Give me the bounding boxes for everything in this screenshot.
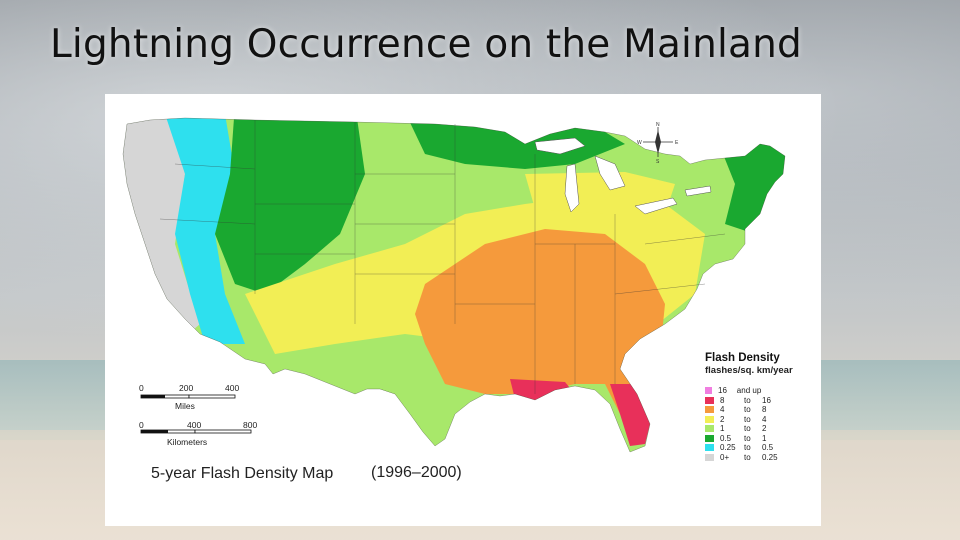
legend-high: 1: [762, 433, 767, 443]
legend-entry: 0.25 to 0.5: [705, 443, 815, 453]
scale-km-unit: Kilometers: [167, 437, 208, 447]
legend-subtitle: flashes/sq. km/year: [705, 365, 793, 376]
legend-low: 8: [720, 395, 725, 405]
legend-to: to: [744, 414, 751, 424]
legend-swatch: [705, 453, 714, 461]
legend-low: 0.25: [720, 443, 736, 453]
scale-km-tick-1: 400: [187, 420, 202, 430]
legend-to: to: [744, 424, 751, 434]
slide-title: Lightning Occurrence on the Mainland: [50, 22, 803, 67]
scale-km-tick-0: 0: [139, 420, 144, 430]
flash-density-map: N S E W 0 200 400 Miles 0 400 800 Kilome…: [105, 94, 821, 526]
legend-high: 2: [762, 424, 767, 434]
great-lakes: [534, 137, 712, 215]
compass-rose: N S E W: [637, 122, 679, 165]
compass-w: W: [637, 140, 642, 146]
compass-n: N: [656, 122, 660, 128]
legend-low: 2: [720, 414, 725, 424]
map-caption: 5-year Flash Density Map: [151, 465, 334, 482]
legend-high: 4: [762, 414, 767, 424]
legend-low: 0+: [720, 452, 730, 462]
compass-s: S: [656, 159, 660, 165]
legend-entry: 0.5 to 1: [705, 434, 815, 444]
legend-high: 16: [762, 395, 771, 405]
map-legend: Flash Density flashes/sq. km/year 16 and …: [705, 352, 815, 462]
legend-to: to: [744, 433, 751, 443]
scale-bar-miles: [140, 394, 236, 399]
scale-miles-tick-0: 0: [139, 383, 144, 393]
scale-miles-unit: Miles: [175, 401, 195, 411]
legend-low: 4: [720, 405, 725, 415]
compass-e: E: [675, 140, 679, 146]
legend-low: 16: [718, 386, 727, 396]
legend-high: 8: [762, 405, 767, 415]
legend-high: 0.5: [762, 443, 774, 453]
legend-title: Flash Density: [705, 352, 780, 364]
legend-to: to: [744, 405, 751, 415]
scale-bar-km: [140, 429, 252, 434]
legend-entry: 16 and up: [705, 386, 815, 396]
legend-to: to: [744, 395, 751, 405]
legend-to: to: [744, 452, 751, 462]
legend-swatch: [705, 434, 714, 442]
legend-swatch: [705, 396, 714, 404]
legend-swatch: [705, 444, 714, 452]
legend-low: 0.5: [720, 433, 732, 443]
state-boundaries: [122, 117, 786, 453]
legend-entry: 4 to 8: [705, 405, 815, 415]
legend-entry: 0+ to 0.25: [705, 453, 815, 463]
us-map-graphic: N S E W: [122, 117, 786, 453]
legend-entry: 2 to 4: [705, 415, 815, 425]
legend-swatch: [705, 387, 713, 395]
legend-low: 1: [720, 424, 725, 434]
scale-miles-tick-2: 400: [225, 383, 240, 393]
legend-to: and up: [736, 386, 762, 396]
legend-entries: 16 and up 8 to 16 4 to 8 2 to 4 1 to 2 0.5 to 1 0.25 to 0.5…: [705, 386, 815, 462]
map-caption-years: (1996–2000): [371, 464, 462, 481]
legend-entry: 8 to 16: [705, 396, 815, 406]
legend-to: to: [744, 443, 751, 453]
scale-miles-tick-1: 200: [179, 383, 194, 393]
legend-swatch: [705, 415, 714, 423]
scale-km-tick-2: 800: [243, 420, 258, 430]
legend-entry: 1 to 2: [705, 424, 815, 434]
legend-high: 0.25: [762, 452, 778, 462]
legend-swatch: [705, 406, 714, 414]
legend-swatch: [705, 425, 714, 433]
